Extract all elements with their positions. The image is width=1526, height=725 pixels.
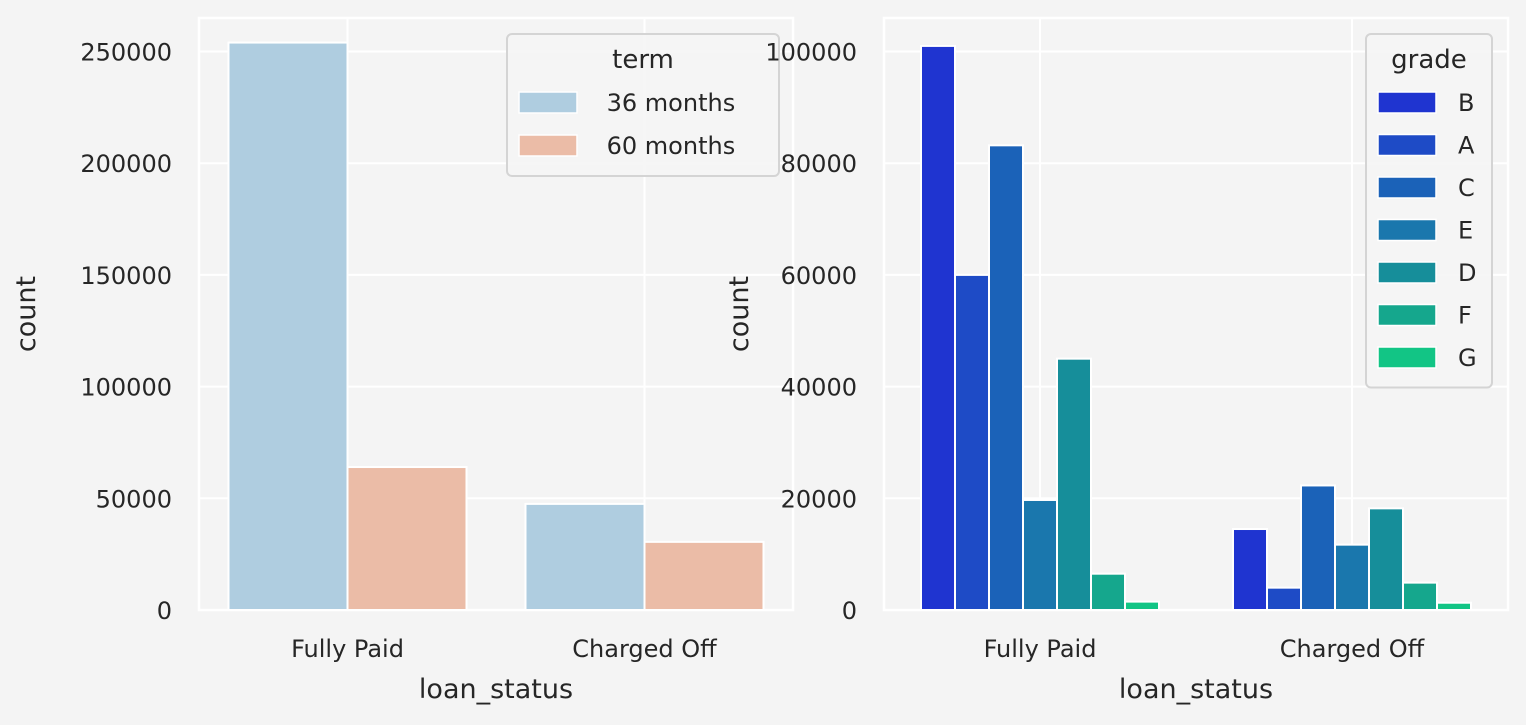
y-axis-label: count	[11, 276, 42, 352]
bar-60-months-charged-off	[643, 540, 765, 611]
legend-label: G	[1458, 344, 1477, 372]
legend-swatch	[1377, 303, 1437, 327]
x-tick-label: Fully Paid	[984, 635, 1097, 663]
y-tick-label: 40000	[781, 374, 857, 402]
y-tick-label: 100000	[765, 39, 857, 67]
legend-swatch	[518, 91, 578, 114]
plot-frame	[882, 16, 1510, 612]
legend-label: 36 months	[599, 89, 735, 117]
legend: term 36 months 60 months	[506, 33, 780, 177]
legend-swatch	[518, 134, 578, 157]
y-tick-label: 20000	[781, 485, 857, 513]
x-axis-label: loan_status	[419, 674, 573, 705]
bar-b-fully-paid	[920, 44, 956, 612]
bar-a-charged-off	[1266, 586, 1302, 612]
bar-d-charged-off	[1368, 507, 1404, 611]
legend-swatch	[1377, 133, 1437, 157]
legend-title: grade	[1391, 45, 1467, 75]
legend-swatch	[1377, 176, 1437, 199]
legend-swatch	[1377, 261, 1437, 284]
legend-swatch	[1377, 346, 1437, 369]
legend-label: 60 months	[599, 132, 735, 160]
bar-d-fully-paid	[1056, 357, 1092, 612]
legend-label: A	[1458, 132, 1475, 160]
y-tick-label: 50000	[96, 485, 172, 513]
y-tick-label: 0	[842, 597, 857, 625]
bar-f-fully-paid	[1090, 572, 1126, 612]
y-axis-label: count	[724, 276, 755, 352]
legend-swatch	[1377, 218, 1437, 242]
x-axis-label: loan_status	[1119, 674, 1273, 705]
bar-e-fully-paid	[1022, 498, 1058, 611]
bar-60-months-fully-paid	[346, 466, 468, 612]
legend-label: D	[1458, 259, 1476, 287]
y-tick-label: 200000	[80, 150, 172, 178]
legend-swatch	[1377, 91, 1437, 114]
subplot-2: 0 20000 40000 60000 80000 100000 Fully Paid Cha…	[724, 16, 1510, 705]
x-tick-label: Charged Off	[572, 635, 717, 663]
bar-c-fully-paid	[988, 144, 1024, 611]
bar-e-charged-off	[1334, 543, 1370, 612]
x-tick-label: Fully Paid	[291, 635, 404, 663]
y-tick-label: 80000	[781, 150, 857, 178]
bar-f-charged-off	[1402, 581, 1438, 612]
y-tick-label: 60000	[781, 262, 857, 290]
bar-g-charged-off	[1436, 601, 1472, 612]
bar-b-charged-off	[1232, 528, 1268, 611]
legend-title: term	[612, 45, 674, 75]
subplot-1: 0 50000 100000 150000 200000 250000 Fully Paid…	[11, 16, 795, 705]
y-tick-label: 0	[157, 597, 172, 625]
x-tick-label: Charged Off	[1280, 635, 1425, 663]
y-tick-label: 100000	[80, 374, 172, 402]
bar-g-fully-paid	[1124, 600, 1160, 611]
legend-label: F	[1458, 302, 1472, 330]
legend-label: B	[1458, 89, 1474, 117]
bar-36-months-charged-off	[524, 502, 646, 611]
legend-frame	[1365, 33, 1493, 389]
plot-frame	[197, 16, 795, 612]
bar-a-fully-paid	[954, 273, 990, 611]
bar-c-charged-off	[1300, 484, 1336, 611]
legend-label: C	[1458, 174, 1475, 202]
y-tick-label: 150000	[80, 262, 172, 290]
bar-36-months-fully-paid	[227, 41, 349, 611]
legend-label: E	[1458, 217, 1473, 245]
y-tick-label: 250000	[80, 39, 172, 67]
